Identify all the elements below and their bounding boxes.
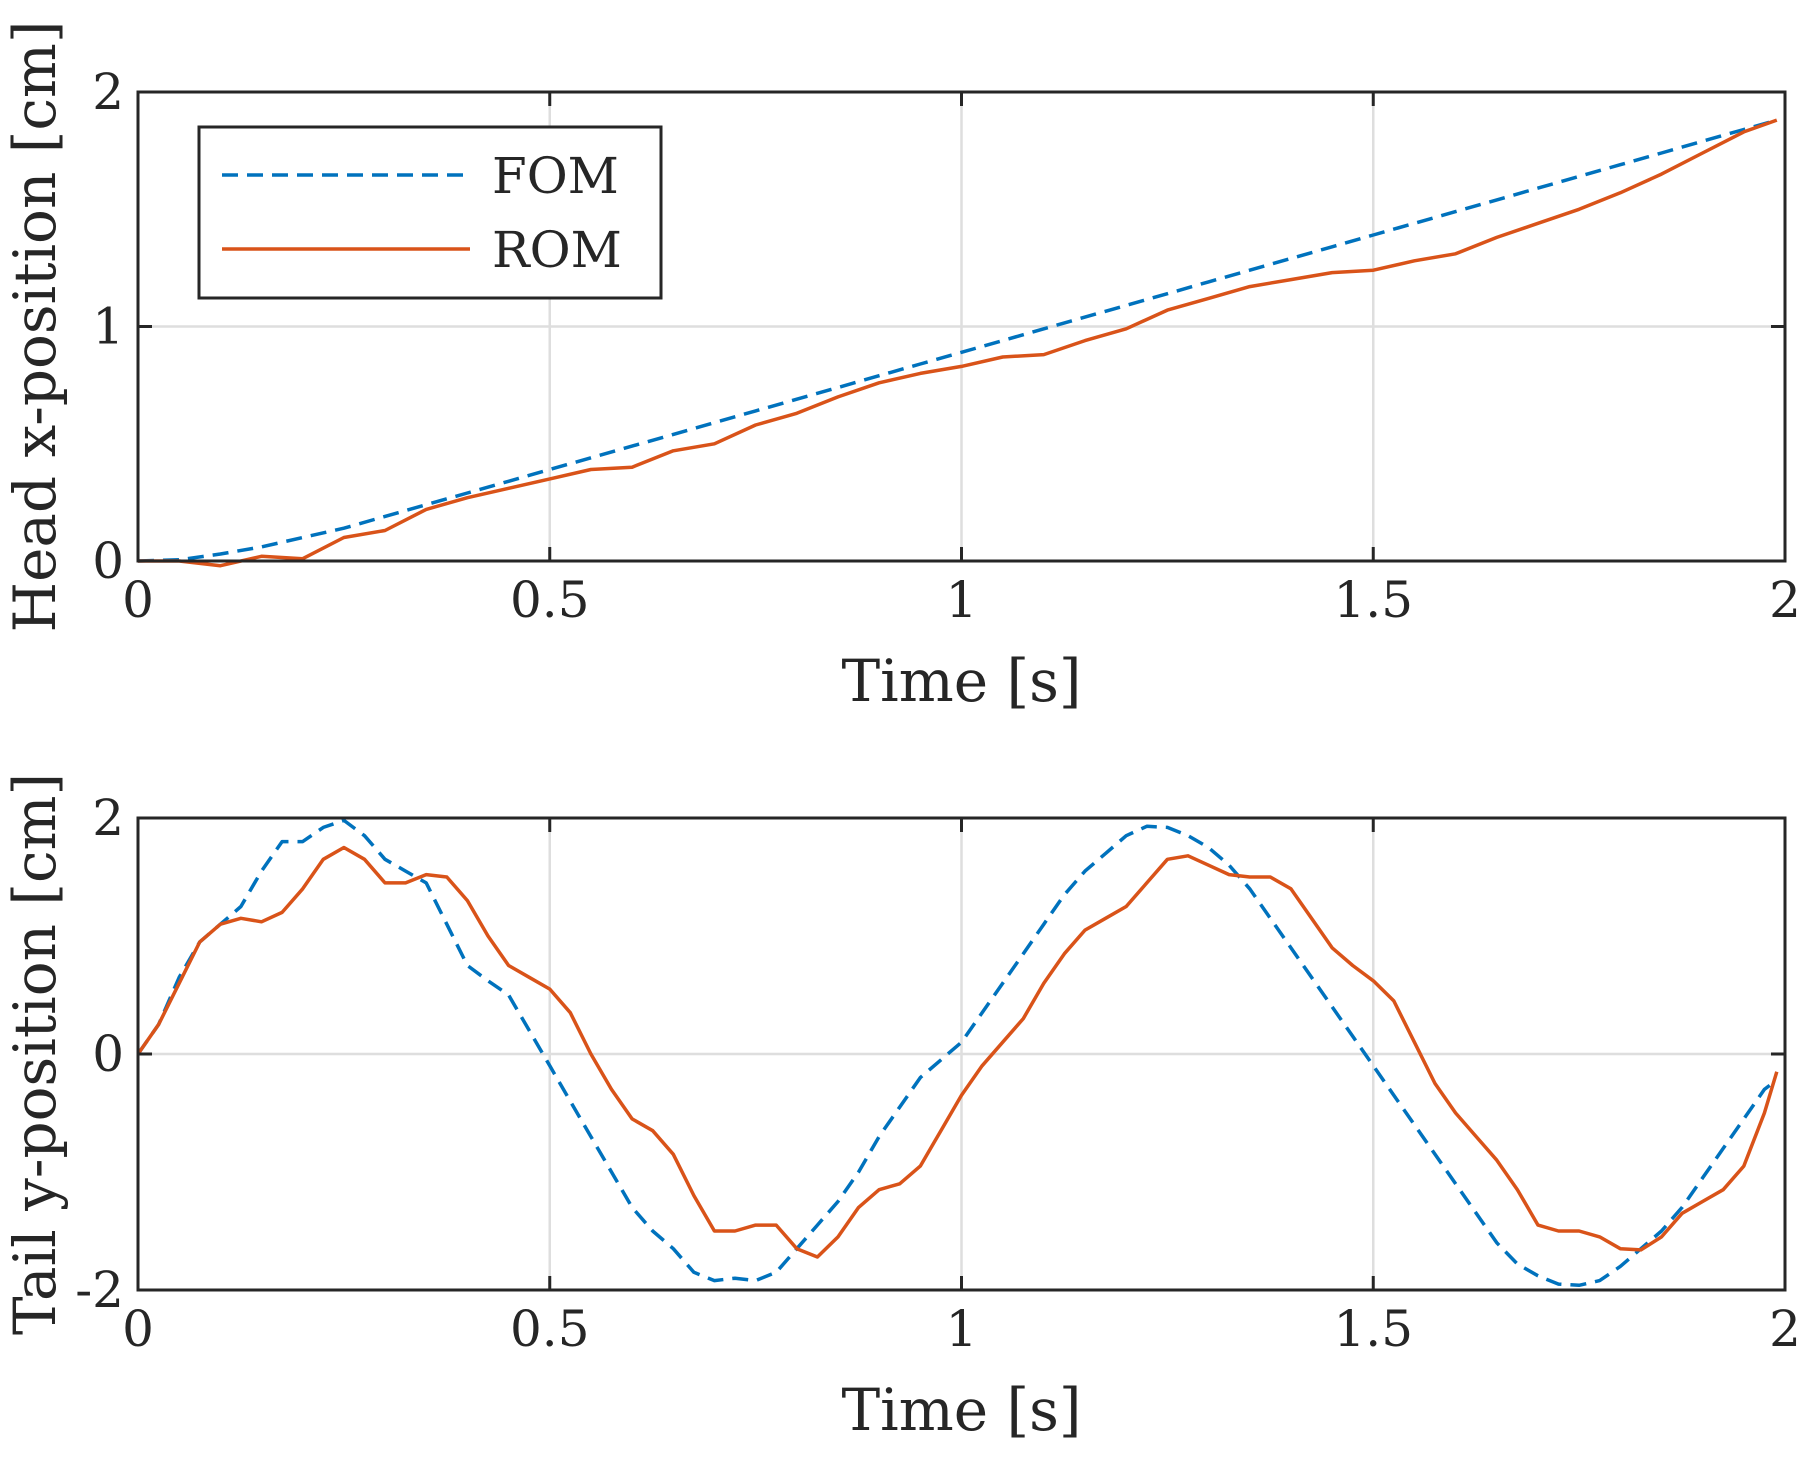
head-x-xtick-label: 1.5 xyxy=(1333,571,1413,629)
head-x-xlabel: Time [s] xyxy=(841,647,1081,715)
tail-y-ticks: 0 0.5 1 1.5 2-202 xyxy=(75,789,1801,1358)
head-x-grid xyxy=(138,92,1785,561)
tail-y-fom-line xyxy=(136,818,1778,1288)
head-x-panel: 0 0.5 1 1.5 2 0 1 2 Time [s] Head x-position [c… xyxy=(1,20,1801,715)
legend-fom-label: FOM xyxy=(492,147,619,205)
tail-y-xtick-label: 1 xyxy=(946,1300,978,1358)
tail-y-panel: 0 0.5 1 1.5 2-202 Time [s] Tail y-position [… xyxy=(1,773,1801,1444)
head-x-rom-line xyxy=(138,118,1778,568)
legend: FOM ROM xyxy=(197,125,663,300)
tail-y-ytick-label: 0 xyxy=(92,1025,124,1083)
head-x-ticks: 0 0.5 1 1.5 2 0 1 2 xyxy=(92,63,1801,629)
tail-y-xtick-label: 0 xyxy=(122,1300,154,1358)
head-x-series xyxy=(137,118,1778,568)
legend-box xyxy=(197,125,663,300)
head-x-xtick-label: 0 xyxy=(122,571,154,629)
tail-y-rom-line xyxy=(136,845,1779,1259)
head-x-xtick-label: 2 xyxy=(1769,571,1801,629)
tail-y-ylabel: Tail y-position [cm] xyxy=(1,773,69,1335)
head-x-ylabel: Head x-position [cm] xyxy=(1,20,69,632)
tail-y-ytick-label: 2 xyxy=(92,789,124,847)
head-x-ytick-label: 2 xyxy=(92,63,124,121)
head-x-xtick-label: 0.5 xyxy=(510,571,590,629)
tail-y-ytick-label: -2 xyxy=(75,1261,124,1319)
tail-y-xtick-label: 1.5 xyxy=(1333,1300,1413,1358)
tail-y-xlabel: Time [s] xyxy=(841,1376,1081,1444)
head-x-ytick-label: 1 xyxy=(92,298,124,356)
head-x-ytick-label: 0 xyxy=(92,532,124,590)
tail-y-series xyxy=(136,818,1779,1288)
tail-y-xtick-label: 2 xyxy=(1769,1300,1801,1358)
legend-rom-label: ROM xyxy=(492,221,622,279)
head-x-fom-line xyxy=(137,118,1778,563)
tail-y-grid xyxy=(138,818,1785,1290)
tail-y-xtick-label: 0.5 xyxy=(510,1300,590,1358)
head-x-xtick-label: 1 xyxy=(946,571,978,629)
